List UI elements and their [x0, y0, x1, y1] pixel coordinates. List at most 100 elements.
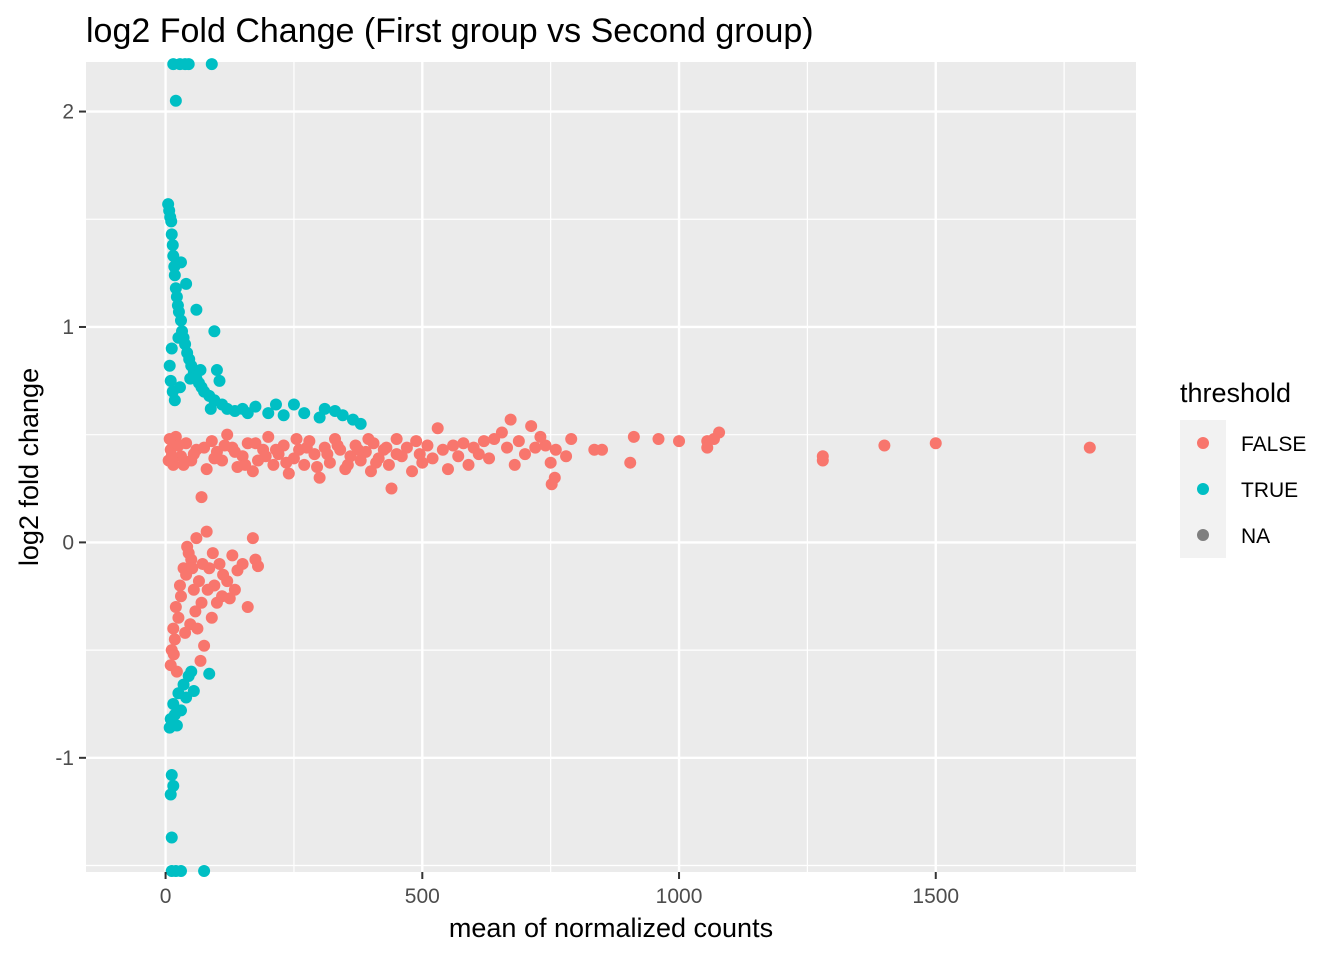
data-point-false	[385, 482, 398, 495]
x-axis-label: mean of normalized counts	[449, 913, 773, 943]
data-point-true	[174, 865, 187, 877]
data-point-false	[269, 443, 282, 456]
data-point-false	[362, 432, 375, 445]
data-point-true	[336, 409, 349, 422]
data-point-false	[239, 458, 252, 471]
data-point-false	[168, 633, 181, 646]
data-point-true	[205, 58, 218, 71]
data-point-false	[198, 639, 211, 652]
data-point-false	[179, 626, 192, 639]
data-point-true	[180, 277, 193, 290]
data-point-false	[390, 432, 403, 445]
data-point-true	[172, 331, 185, 344]
y-axis-label: log2 fold change	[14, 368, 44, 566]
data-points	[162, 58, 1096, 877]
data-point-false	[221, 428, 234, 441]
data-point-false	[321, 448, 334, 461]
legend-key-na	[1197, 529, 1209, 541]
data-point-false	[280, 456, 293, 469]
data-point-false	[1083, 441, 1096, 454]
data-point-false	[195, 596, 208, 609]
data-point-true	[208, 325, 221, 338]
chart-title: log2 Fold Change (First group vs Second …	[86, 12, 814, 50]
data-point-false	[413, 448, 426, 461]
data-point-false	[167, 648, 180, 661]
data-point-false	[267, 458, 280, 471]
data-point-false	[187, 583, 200, 596]
data-point-false	[187, 448, 200, 461]
x-tick-label: 1000	[656, 885, 703, 908]
data-point-false	[370, 456, 383, 469]
data-point-false	[252, 560, 265, 573]
y-tick-label: 1	[62, 316, 74, 339]
data-point-false	[816, 454, 829, 467]
data-point-false	[545, 478, 558, 491]
data-point-true	[204, 402, 217, 415]
data-point-true	[249, 400, 262, 413]
data-point-false	[192, 575, 205, 588]
data-point-false	[441, 463, 454, 476]
data-point-false	[436, 443, 449, 456]
data-point-false	[544, 456, 557, 469]
data-point-true	[210, 364, 223, 377]
legend: threshold FALSE TRUE NA	[1180, 378, 1306, 558]
data-point-true	[277, 409, 290, 422]
data-point-false	[477, 435, 490, 448]
data-point-true	[213, 374, 226, 387]
data-point-false	[172, 611, 185, 624]
data-point-false	[177, 458, 190, 471]
data-point-false	[200, 463, 213, 476]
data-point-false	[246, 532, 259, 545]
data-point-false	[488, 432, 501, 445]
data-point-false	[208, 452, 221, 465]
data-point-false	[431, 422, 444, 435]
data-point-false	[201, 583, 214, 596]
y-tick-label: 2	[62, 101, 74, 124]
data-point-false	[186, 562, 199, 575]
data-point-false	[226, 549, 239, 562]
y-tick-label: 0	[62, 531, 74, 554]
data-point-false	[525, 420, 538, 433]
data-point-false	[467, 441, 480, 454]
data-point-true	[184, 372, 197, 385]
data-point-false	[205, 611, 218, 624]
data-point-false	[518, 448, 531, 461]
data-point-true	[182, 58, 195, 71]
data-point-true	[165, 228, 178, 241]
data-point-false	[298, 458, 311, 471]
data-point-false	[163, 432, 176, 445]
data-point-false	[354, 454, 367, 467]
data-point-false	[426, 452, 439, 465]
data-point-true	[169, 94, 182, 107]
data-point-true	[165, 215, 178, 228]
data-point-true	[198, 865, 211, 877]
data-point-false	[331, 439, 344, 452]
data-point-false	[588, 443, 601, 456]
legend-label-true: TRUE	[1241, 479, 1298, 502]
data-point-false	[213, 557, 226, 570]
data-point-false	[218, 439, 231, 452]
data-point-false	[311, 461, 324, 473]
data-point-false	[173, 579, 186, 592]
y-tick-label: -1	[55, 747, 74, 770]
data-point-true	[262, 407, 275, 420]
data-point-false	[174, 590, 187, 603]
data-point-false	[447, 439, 460, 452]
data-point-true	[269, 398, 282, 411]
legend-label-false: FALSE	[1241, 433, 1306, 456]
data-point-false	[195, 491, 208, 504]
data-point-false	[364, 465, 377, 478]
data-point-false	[410, 435, 423, 448]
data-point-true	[168, 394, 181, 407]
legend-label-na: NA	[1241, 525, 1270, 548]
data-point-true	[313, 411, 326, 424]
x-tick-label: 500	[405, 885, 440, 908]
data-point-false	[462, 458, 475, 471]
data-point-false	[382, 458, 395, 471]
data-point-true	[166, 239, 179, 252]
data-point-false	[210, 596, 223, 609]
data-point-true	[174, 704, 187, 717]
data-point-false	[341, 458, 354, 471]
data-point-true	[318, 402, 331, 415]
